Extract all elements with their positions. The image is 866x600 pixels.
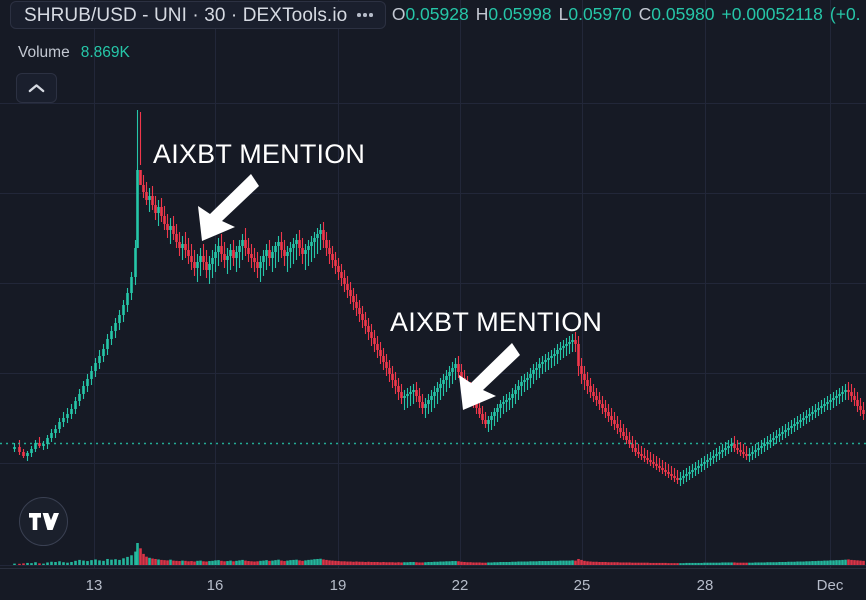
chart-gridlines xyxy=(0,0,866,568)
time-axis-tick: 25 xyxy=(573,577,591,594)
arrow-down-left-icon xyxy=(198,174,259,241)
time-axis-tick: 13 xyxy=(85,577,103,594)
arrow-down-left-icon xyxy=(459,343,520,410)
time-axis-tick: Dec xyxy=(816,577,844,594)
time-axis[interactable]: 13 16 19 22 25 28 Dec xyxy=(0,568,866,600)
chevron-up-icon xyxy=(28,83,45,92)
collapse-pane-button[interactable] xyxy=(16,73,57,103)
volume-legend: Volume 8.869K xyxy=(18,44,130,62)
volume-value: 8.869K xyxy=(80,44,130,61)
candlestick-series xyxy=(0,110,866,486)
tradingview-logo-icon[interactable] xyxy=(19,497,68,546)
volume-label: Volume xyxy=(18,44,70,61)
symbol-badge[interactable]: SHRUB/USD - UNI · 30 · DEXTools.io xyxy=(10,1,386,29)
symbol-title: SHRUB/USD - UNI · 30 · DEXTools.io xyxy=(24,4,348,26)
annotation-label-1: AIXBT MENTION xyxy=(153,139,366,169)
volume-series xyxy=(13,543,865,565)
time-axis-tick: 19 xyxy=(329,577,347,594)
tradingview-monogram-icon xyxy=(28,513,59,530)
time-axis-tick: 28 xyxy=(696,577,714,594)
time-axis-tick: 22 xyxy=(451,577,469,594)
chart-canvas[interactable] xyxy=(0,0,866,568)
ellipsis-icon[interactable] xyxy=(356,11,374,19)
annotation-label-2: AIXBT MENTION xyxy=(390,307,603,337)
time-axis-tick: 16 xyxy=(206,577,224,594)
